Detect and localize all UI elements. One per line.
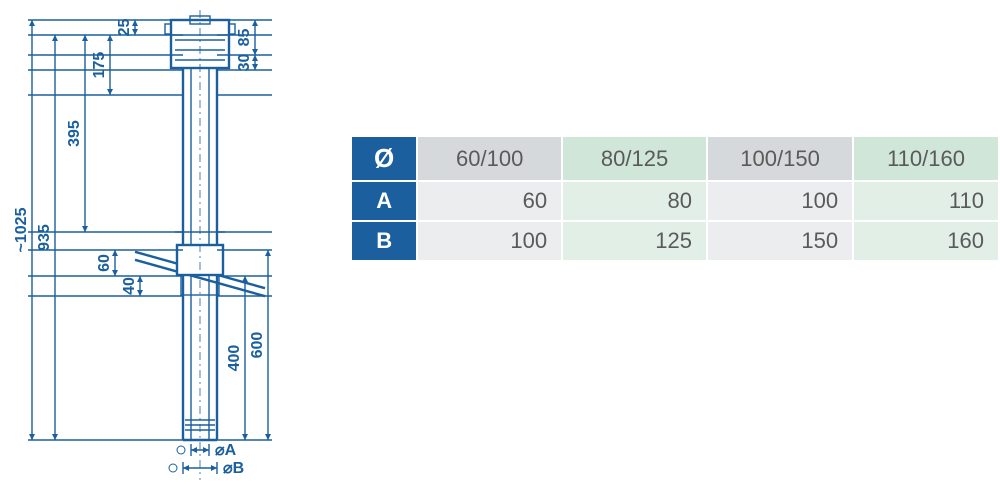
- table-row-B: B 100 125 150 160: [351, 221, 999, 261]
- cell-A-0: 60: [417, 181, 562, 221]
- cell-A-2: 100: [707, 181, 853, 221]
- svg-text:25: 25: [116, 19, 133, 37]
- svg-text:⌀B: ⌀B: [223, 460, 244, 477]
- svg-text:935: 935: [36, 224, 53, 251]
- cell-B-3: 160: [853, 221, 999, 261]
- table-header-row: Ø 60/100 80/125 100/150 110/160: [351, 136, 999, 181]
- pipe-diagram: ~1025 935 395 175 25 60 40 85 30 400 600 ⌀A⌀B: [10, 0, 300, 500]
- col-header-2: 100/150: [707, 136, 853, 181]
- svg-text:395: 395: [66, 120, 83, 147]
- svg-text:175: 175: [91, 52, 108, 79]
- table-row-A: A 60 80 100 110: [351, 181, 999, 221]
- col-header-0: 60/100: [417, 136, 562, 181]
- cell-A-1: 80: [562, 181, 707, 221]
- svg-text:400: 400: [226, 345, 243, 372]
- col-header-3: 110/160: [853, 136, 999, 181]
- cell-B-1: 125: [562, 221, 707, 261]
- svg-text:40: 40: [121, 277, 138, 295]
- cell-B-2: 150: [707, 221, 853, 261]
- svg-text:600: 600: [249, 332, 266, 359]
- col-header-1: 80/125: [562, 136, 707, 181]
- row-A-header: A: [351, 181, 417, 221]
- diameter-header: Ø: [351, 136, 417, 181]
- svg-text:85: 85: [236, 29, 253, 47]
- row-B-header: B: [351, 221, 417, 261]
- dimensions-table: Ø 60/100 80/125 100/150 110/160 A 60 80 …: [350, 135, 1000, 262]
- svg-text:~1025: ~1025: [13, 207, 30, 252]
- cell-B-0: 100: [417, 221, 562, 261]
- svg-text:60: 60: [96, 254, 113, 272]
- svg-text:30: 30: [236, 54, 253, 72]
- cell-A-3: 110: [853, 181, 999, 221]
- svg-text:⌀A: ⌀A: [215, 442, 237, 459]
